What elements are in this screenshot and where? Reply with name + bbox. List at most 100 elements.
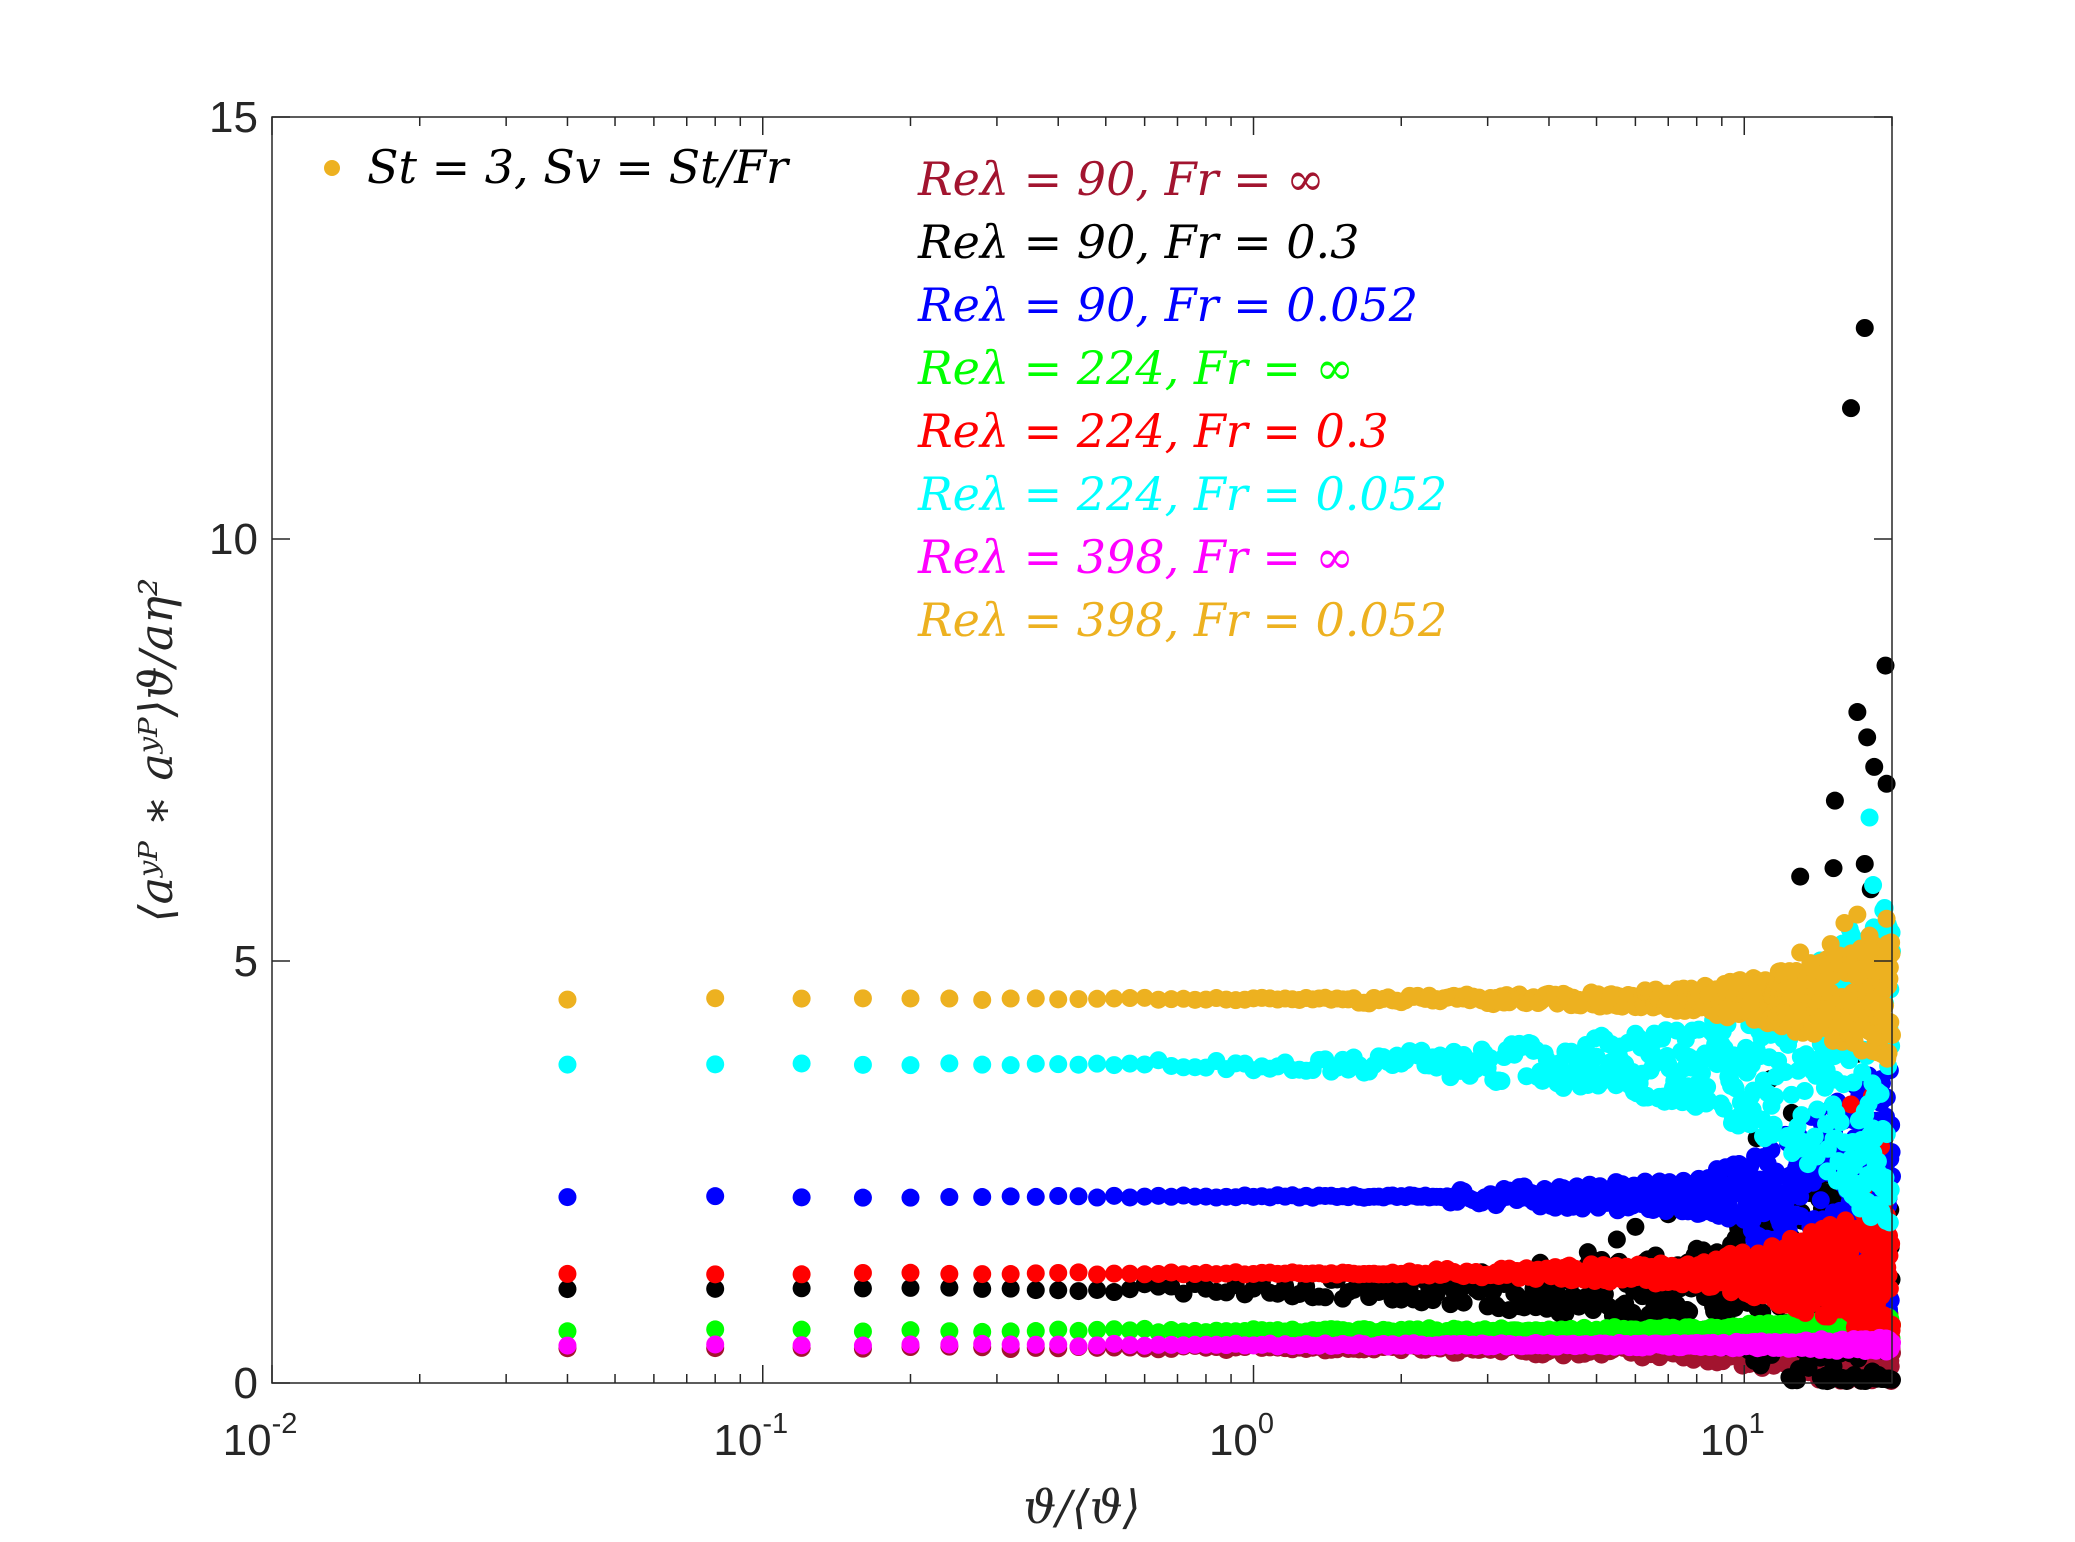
data-point bbox=[1105, 1334, 1124, 1353]
y-tick-labels: 0 5 10 15 bbox=[209, 93, 258, 1408]
data-point bbox=[853, 1055, 872, 1074]
data-point bbox=[1105, 1283, 1124, 1302]
data-point bbox=[901, 1321, 920, 1340]
data-point bbox=[1001, 989, 1020, 1008]
data-point bbox=[1120, 1321, 1139, 1340]
data-point bbox=[1088, 1336, 1107, 1355]
data-point bbox=[1026, 1281, 1045, 1300]
data-point bbox=[1698, 1077, 1717, 1096]
data-point bbox=[1316, 1288, 1335, 1307]
data-point bbox=[1135, 1055, 1154, 1074]
data-point bbox=[1001, 1187, 1020, 1206]
data-point bbox=[1831, 1113, 1850, 1132]
data-point bbox=[706, 1335, 725, 1354]
data-point bbox=[1026, 989, 1045, 1008]
x-tick-label: 100 bbox=[1209, 1408, 1274, 1465]
series-annotation: Reλ = 90, Fr = 0.3 bbox=[917, 215, 1359, 269]
data-point bbox=[1135, 1265, 1154, 1284]
data-point bbox=[1454, 1293, 1473, 1312]
data-point bbox=[1026, 1264, 1045, 1283]
data-point bbox=[1879, 1266, 1898, 1285]
data-point bbox=[706, 1265, 725, 1284]
data-point bbox=[1149, 1335, 1168, 1354]
data-point bbox=[901, 1263, 920, 1282]
data-point bbox=[558, 1264, 577, 1283]
data-point bbox=[1049, 990, 1068, 1009]
data-point bbox=[1808, 1100, 1827, 1119]
data-point bbox=[1049, 1320, 1068, 1339]
data-point bbox=[1825, 791, 1844, 810]
data-point bbox=[940, 1264, 959, 1283]
data-point bbox=[1135, 1319, 1154, 1338]
data-point bbox=[1792, 1106, 1811, 1125]
data-point bbox=[1069, 990, 1088, 1009]
data-point bbox=[792, 1054, 811, 1073]
data-point bbox=[1105, 1264, 1124, 1283]
data-point bbox=[1069, 1337, 1088, 1356]
data-point bbox=[1026, 1054, 1045, 1073]
data-point bbox=[940, 1278, 959, 1297]
data-point bbox=[1776, 1062, 1795, 1081]
data-point bbox=[853, 1279, 872, 1298]
data-point bbox=[940, 1188, 959, 1207]
data-point bbox=[1766, 1087, 1785, 1106]
data-point bbox=[1069, 1055, 1088, 1074]
series-annotation: Reλ = 224, Fr = ∞ bbox=[917, 341, 1354, 395]
data-point bbox=[1120, 1280, 1139, 1299]
data-point bbox=[1135, 988, 1154, 1007]
series-annotation: Reλ = 90, Fr = ∞ bbox=[917, 152, 1325, 206]
data-point bbox=[901, 1056, 920, 1075]
y-tick-label: 5 bbox=[234, 937, 258, 986]
data-point bbox=[940, 1322, 959, 1341]
data-point bbox=[1692, 1064, 1711, 1083]
x-axis-label: ϑ/⟨ϑ⟩ bbox=[1023, 1480, 1140, 1534]
data-point bbox=[1726, 1079, 1745, 1098]
data-point bbox=[558, 1188, 577, 1207]
data-point bbox=[558, 1322, 577, 1341]
data-point bbox=[1026, 1322, 1045, 1341]
data-point bbox=[1848, 905, 1867, 924]
series-markers bbox=[558, 1328, 1901, 1361]
data-point bbox=[1821, 935, 1840, 954]
y-axis-label: ⟨aʸᴾ ∗ aʸᴾ⟩ϑ/aη² bbox=[129, 578, 183, 923]
data-point bbox=[853, 1188, 872, 1207]
legend: St = 3, Sv = St/Fr bbox=[324, 140, 791, 194]
data-point bbox=[1049, 1335, 1068, 1354]
data-point bbox=[901, 1335, 920, 1354]
data-point bbox=[558, 1280, 577, 1299]
data-point bbox=[1105, 1056, 1124, 1075]
x-tick-labels: 10-2 10-1 100 101 bbox=[223, 1408, 1765, 1465]
series-annotation: Reλ = 224, Fr = 0.052 bbox=[917, 467, 1447, 521]
data-point bbox=[1026, 1335, 1045, 1354]
data-point bbox=[1001, 1056, 1020, 1075]
data-point bbox=[1120, 1336, 1139, 1355]
data-point bbox=[1858, 728, 1877, 747]
data-point bbox=[1799, 1358, 1818, 1377]
data-point bbox=[1871, 1084, 1890, 1103]
data-point bbox=[1149, 1186, 1168, 1205]
data-point bbox=[1791, 943, 1810, 962]
data-point bbox=[1795, 1081, 1814, 1100]
data-point bbox=[1481, 1049, 1500, 1068]
data-point bbox=[1626, 1217, 1645, 1236]
data-point bbox=[558, 990, 577, 1009]
data-point bbox=[1149, 990, 1168, 1009]
axis-ticks bbox=[271, 116, 1893, 1384]
data-point bbox=[1880, 1213, 1899, 1232]
data-point bbox=[973, 1188, 992, 1207]
data-point bbox=[558, 1055, 577, 1074]
data-point bbox=[792, 1279, 811, 1298]
data-point bbox=[901, 1188, 920, 1207]
data-point bbox=[973, 1334, 992, 1353]
data-point bbox=[1088, 1320, 1107, 1339]
data-point bbox=[1069, 1187, 1088, 1206]
data-point bbox=[792, 1188, 811, 1207]
data-point bbox=[1069, 1282, 1088, 1301]
data-point bbox=[1088, 1265, 1107, 1284]
data-point bbox=[1841, 399, 1860, 418]
data-point bbox=[1069, 1321, 1088, 1340]
data-point bbox=[973, 990, 992, 1009]
data-point bbox=[1824, 859, 1843, 878]
data-point bbox=[973, 1055, 992, 1074]
